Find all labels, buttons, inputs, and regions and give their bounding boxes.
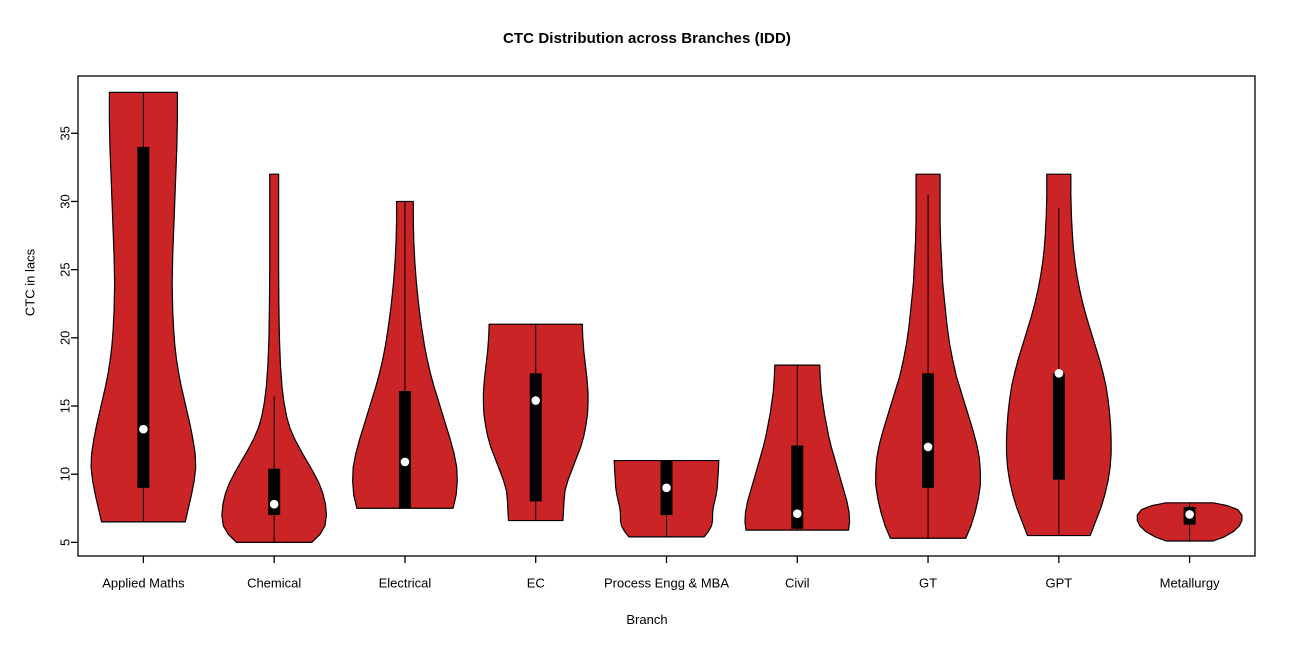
median-point [400,457,410,467]
y-tick-label-20: 20 [58,331,73,345]
median-point [792,509,802,519]
y-tick-label-35: 35 [58,126,73,140]
interquartile-box [922,373,935,488]
interquartile-box [529,373,542,502]
y-tick-label-25: 25 [58,262,73,276]
x-tick-label: Applied Maths [102,576,185,591]
y-tick-label-10: 10 [58,467,73,481]
violin-process-engg-mba: Process Engg & MBA [604,459,729,591]
median-point [1185,510,1194,519]
x-tick-label: EC [527,576,545,591]
median-point [531,396,541,405]
interquartile-box [137,146,150,488]
violin-gt: GT [875,173,981,591]
violin-electrical: Electrical [352,200,458,591]
median-point [139,424,148,434]
median-point [662,483,671,493]
median-point [269,499,279,509]
interquartile-box [1052,373,1065,480]
violin-metallurgy: Metallurgy [1136,502,1243,591]
x-tick-label: Process Engg & MBA [604,576,729,591]
interquartile-box [791,445,804,529]
x-tick-label: GT [919,576,937,591]
median-point [1054,368,1064,378]
violin-body [221,173,328,543]
violin-chemical: Chemical [221,173,328,591]
x-tick-label: Metallurgy [1160,576,1220,591]
y-tick-label-30: 30 [58,194,73,208]
interquartile-box [398,391,411,509]
x-tick-label: Electrical [379,576,432,591]
x-tick-label: GPT [1045,576,1072,591]
x-tick-label: Chemical [247,576,301,591]
violin-civil: Civil [744,364,851,591]
chart-title: CTC Distribution across Branches (IDD) [502,30,791,47]
violin-ec: EC [482,323,589,591]
median-point [923,442,933,452]
y-tick-label-15: 15 [58,399,73,413]
violin-gpt: GPT [1005,173,1112,591]
x-axis-label: Branch [626,612,668,627]
x-tick-label: Civil [785,576,810,591]
violin-applied-maths: Applied Maths [90,91,197,591]
y-tick-label-5: 5 [58,539,73,546]
